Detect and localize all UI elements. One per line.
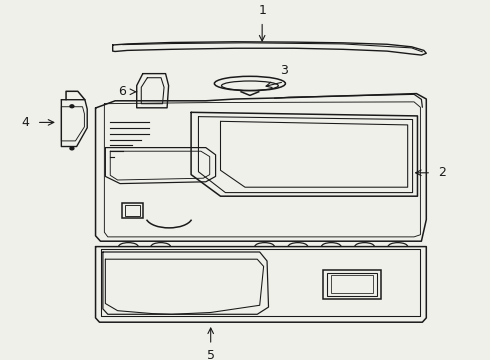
Circle shape [70,147,74,150]
Bar [331,275,373,293]
Text: 3: 3 [280,64,288,77]
Text: 2: 2 [439,166,446,179]
Bar [122,203,143,218]
Text: 4: 4 [22,116,29,129]
Circle shape [70,105,74,108]
Text: 5: 5 [207,349,215,360]
Text: 6: 6 [119,85,126,98]
Bar [327,273,377,296]
Bar [323,270,381,299]
Bar [125,205,140,216]
Text: 1: 1 [258,4,266,17]
